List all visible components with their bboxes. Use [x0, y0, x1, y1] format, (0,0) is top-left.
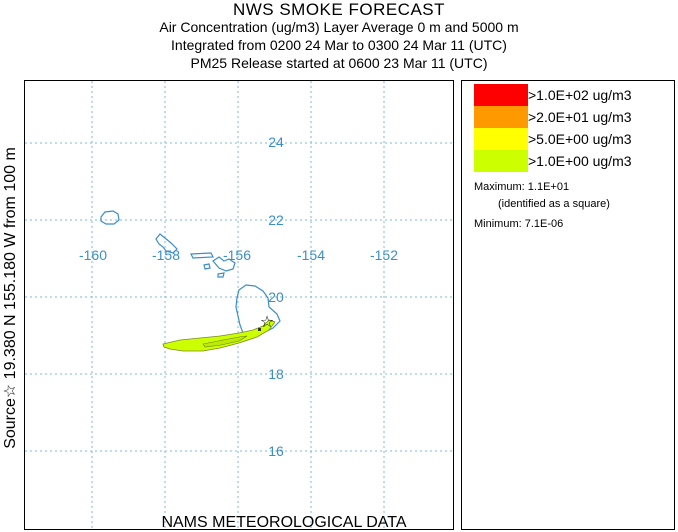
latitude-label: 16 [268, 443, 284, 459]
longitude-label: -160 [79, 247, 107, 263]
graticule [25, 81, 453, 529]
legend-swatch-lime [474, 150, 528, 172]
legend-swatch-red [474, 84, 528, 106]
chart-title: NWS SMOKE FORECAST [232, 0, 446, 19]
coastlines [100, 210, 281, 337]
maui-island [212, 256, 236, 272]
maximum-marker [258, 328, 261, 331]
map-panel: ☆ -160 -158 -156 -154 -152 24 22 20 18 1… [24, 80, 454, 530]
maximum-value: Maximum: 1.1E+01 [474, 181, 570, 193]
chart-subtitle-integration: Integrated from 0200 24 Mar to 0300 24 M… [171, 37, 507, 53]
kauai-island [100, 210, 120, 225]
legend-swatch-orange [474, 106, 528, 128]
legend-label: >5.0E+00 ug/m3 [528, 131, 632, 147]
chart-subtitle-release: PM25 Release started at 0600 23 Mar 11 (… [190, 55, 488, 71]
longitude-label: -152 [370, 247, 398, 263]
legend-panel: >1.0E+02 ug/m3 >2.0E+01 ug/m3 >5.0E+00 u… [461, 80, 675, 530]
molokai-island [190, 252, 214, 259]
map-canvas: ☆ -160 -158 -156 -154 -152 24 22 20 18 1… [25, 81, 453, 529]
legend-label: >1.0E+02 ug/m3 [528, 87, 632, 103]
plume-core [202, 335, 248, 348]
latitude-label: 20 [268, 289, 284, 305]
smoke-plume: ☆ [162, 312, 276, 352]
longitude-label: -156 [223, 247, 251, 263]
legend-label: >2.0E+01 ug/m3 [528, 109, 632, 125]
source-location-text: Source☆ 19.380 N 155.180 W from 100 m [2, 147, 19, 449]
latitude-label: 22 [268, 212, 284, 228]
legend-swatch-yellow [474, 128, 528, 150]
maximum-note: (identified as a square) [498, 198, 610, 210]
longitude-label: -154 [297, 247, 325, 263]
plume-source-icon: ☆ [260, 312, 274, 331]
graticule-labels: -160 -158 -156 -154 -152 24 22 20 18 16 [79, 134, 398, 459]
kahoolawe-island [217, 272, 225, 278]
data-source-label: NAMS METEOROLOGICAL DATA [161, 514, 407, 531]
legend-label: >1.0E+00 ug/m3 [528, 153, 632, 169]
latitude-label: 18 [268, 366, 284, 382]
chart-subtitle-concentration: Air Concentration (ug/m3) Layer Average … [159, 19, 519, 35]
lanai-island [203, 263, 211, 270]
oahu-island [155, 233, 178, 254]
minimum-value: Minimum: 7.1E-06 [474, 218, 564, 230]
longitude-label: -158 [152, 247, 180, 263]
plume-contour-1e0 [162, 319, 276, 352]
latitude-label: 24 [268, 134, 284, 150]
